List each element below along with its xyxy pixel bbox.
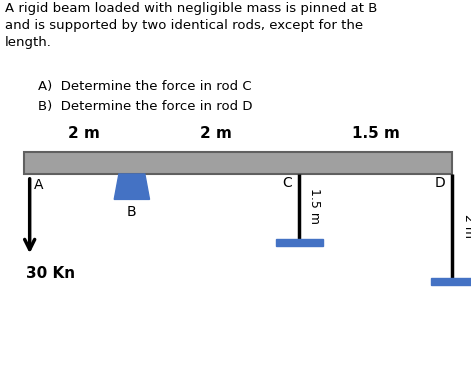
Text: C: C [282, 176, 292, 190]
Bar [24, 152, 452, 174]
Text: 1.5 m: 1.5 m [352, 126, 399, 141]
Text: 2 m: 2 m [200, 126, 231, 141]
Bar [431, 278, 471, 285]
Text: 2 m: 2 m [462, 214, 471, 238]
Polygon shape [114, 174, 149, 199]
Text: A)  Determine the force in rod C: A) Determine the force in rod C [38, 80, 252, 93]
Text: B)  Determine the force in rod D: B) Determine the force in rod D [38, 100, 252, 113]
Text: A: A [34, 178, 44, 192]
Text: 30 Kn: 30 Kn [26, 266, 75, 281]
Text: B: B [127, 205, 137, 219]
Text: 1.5 m: 1.5 m [308, 188, 321, 224]
Text: 2 m: 2 m [68, 126, 99, 141]
Text: D: D [434, 176, 445, 190]
Text: A rigid beam loaded with negligible mass is pinned at B
and is supported by two : A rigid beam loaded with negligible mass… [5, 2, 377, 49]
Bar [276, 239, 323, 246]
